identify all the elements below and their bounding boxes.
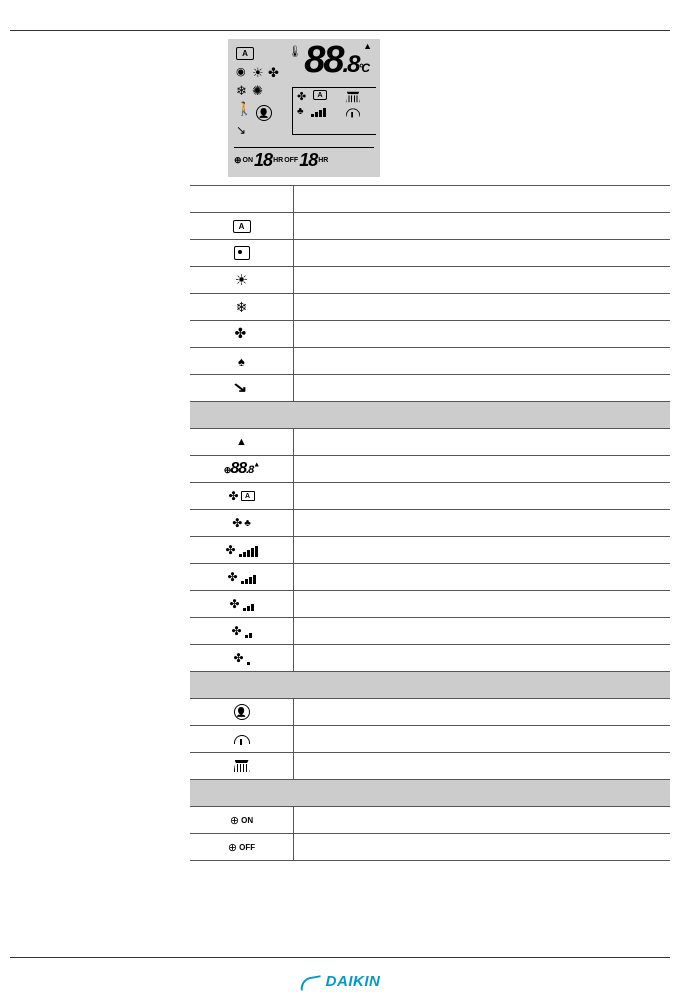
row-dry: [190, 240, 670, 267]
swing-v-icon: [234, 759, 250, 773]
section-header-3: [190, 780, 670, 807]
temp-decimal: .8: [343, 51, 359, 78]
footer-rule: [10, 957, 670, 958]
row-flow: [190, 375, 670, 402]
up-triangle-icon: [236, 436, 247, 448]
lcd-panel-swing-icon: [346, 91, 360, 104]
heat-icon: ☀: [235, 271, 248, 289]
lcd-off-value: 18: [299, 150, 317, 171]
lcd-panel-auto-icon: A: [313, 90, 327, 100]
logo-text: DAIKIN: [326, 973, 381, 990]
lcd-temperature: 88.8°C ▲: [304, 39, 368, 82]
section-header-1: [190, 402, 670, 429]
row-up: [190, 429, 670, 456]
row-swing-h: [190, 726, 670, 753]
temp-digits: 88: [304, 39, 342, 81]
fan-3-icon: [229, 597, 253, 611]
drop-icon: ♠: [238, 354, 245, 369]
row-fan-5: [190, 537, 670, 564]
row-fan-2: [190, 618, 670, 645]
row-heat: ☀: [190, 267, 670, 294]
lcd-on-value: 18: [254, 150, 272, 171]
lcd-on-label: ON: [243, 157, 254, 164]
fan-4-icon: [227, 570, 255, 584]
lcd-person-icon: 🚶: [236, 101, 252, 116]
lcd-timer-row: ⊕ ON 18 HR OFF 18 HR: [234, 147, 374, 171]
row-drop: ♠: [190, 348, 670, 375]
row-fan-1: [190, 645, 670, 672]
lcd-sun-icon: ☀: [252, 65, 264, 80]
temp-display-icon: ⊕88.8▲: [224, 460, 259, 478]
lcd-arrow-icon: ↘: [236, 123, 246, 137]
lcd-display: A ◉ ☀ ✤ ❄ ✺ 🚶 ↘ 🌡 88.8°C ▲ ✤ A ♣: [228, 39, 380, 177]
row-header-empty: [190, 185, 670, 213]
row-auto: A: [190, 213, 670, 240]
row-fan: [190, 321, 670, 348]
section-header-2: [190, 672, 670, 699]
fan-quiet-icon: [232, 516, 251, 530]
fan-auto-icon: A: [228, 489, 254, 503]
fan-1-icon: [233, 651, 249, 665]
row-eye: [190, 699, 670, 726]
row-timer-on: ON: [190, 807, 670, 834]
fan-5-icon: [225, 543, 257, 557]
intelligent-eye-icon: [234, 704, 250, 720]
row-temp-display: ⊕88.8▲: [190, 456, 670, 483]
row-fan-3: [190, 591, 670, 618]
row-fan-4: [190, 564, 670, 591]
lcd-thermometer-icon: 🌡: [288, 45, 302, 58]
lcd-eye-icon: [256, 105, 272, 121]
lcd-off-label: OFF: [284, 157, 298, 164]
page: A ◉ ☀ ✤ ❄ ✺ 🚶 ↘ 🌡 88.8°C ▲ ✤ A ♣: [0, 0, 680, 871]
fan-icon: [235, 327, 249, 341]
fan-2-icon: [231, 624, 251, 638]
timer-on-icon: ON: [230, 814, 253, 827]
lcd-auto-icon: A: [236, 47, 254, 60]
lcd-panel-tree-icon: ♣: [297, 106, 304, 117]
row-cool: [190, 294, 670, 321]
row-fan-quiet: [190, 510, 670, 537]
lcd-snow-icon: ❄: [236, 83, 247, 98]
cool-icon: [236, 299, 248, 316]
lcd-off-hr: HR: [318, 157, 328, 164]
timer-off-icon: OFF: [228, 841, 255, 854]
lcd-circle-icon: ◉: [236, 66, 246, 78]
lcd-fan-icon: ✤: [268, 65, 279, 80]
row-timer-off: OFF: [190, 834, 670, 861]
lcd-panel-fan-icon: ✤: [297, 90, 306, 103]
dry-icon: [234, 246, 250, 260]
row-fan-auto: A: [190, 483, 670, 510]
brand-logo: DAIKIN: [300, 973, 381, 990]
lcd-burst-icon: ✺: [252, 83, 263, 98]
row-swing-v: [190, 753, 670, 780]
temp-unit: °C: [359, 61, 368, 75]
logo-swoosh-icon: [300, 975, 322, 989]
auto-icon: A: [233, 220, 251, 233]
top-rule: [10, 30, 670, 31]
swing-h-icon: [234, 733, 250, 745]
lcd-on-hr: HR: [273, 157, 283, 164]
lcd-panel-swing-h-icon: [346, 107, 360, 118]
flow-icon: [234, 383, 250, 393]
